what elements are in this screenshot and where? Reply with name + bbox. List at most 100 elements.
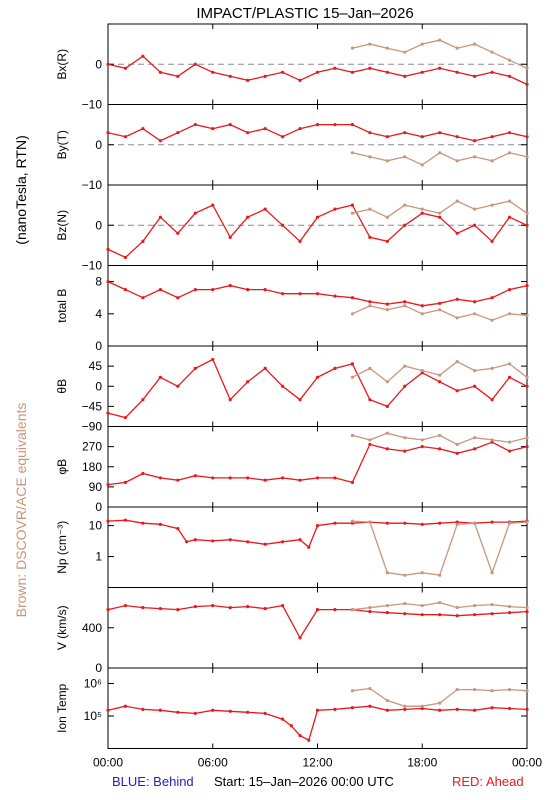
data-point-ahead — [298, 478, 302, 482]
data-point-ahead — [228, 476, 232, 480]
data-point-equivalent — [438, 308, 442, 312]
y-axis-label: By(T) — [55, 130, 69, 159]
y-tick-label: 270 — [82, 440, 102, 454]
data-point-ahead — [403, 449, 407, 453]
y-axis-label: θB — [55, 379, 69, 394]
data-point-equivalent — [420, 571, 424, 575]
data-point-ahead — [350, 70, 355, 74]
data-point-equivalent — [420, 207, 424, 211]
data-point-equivalent — [473, 207, 477, 211]
data-point-ahead — [176, 131, 180, 135]
data-point-equivalent — [507, 151, 512, 155]
data-point-ahead — [385, 447, 389, 451]
data-point-equivalent — [385, 571, 389, 575]
data-point-ahead — [473, 139, 477, 143]
y-tick-label: 0 — [95, 138, 102, 152]
data-point-ahead — [350, 362, 355, 366]
data-point-ahead — [298, 292, 302, 296]
data-point-ahead — [350, 203, 355, 207]
data-point-ahead — [455, 135, 459, 139]
data-point-ahead — [123, 288, 128, 292]
data-point-ahead — [507, 706, 512, 711]
data-point-equivalent — [438, 573, 442, 577]
data-point-equivalent — [438, 211, 442, 215]
y-tick-label: 0 — [95, 661, 102, 675]
y-tick-label: 10 — [89, 519, 103, 533]
x-tick-label: 12:00 — [302, 756, 332, 770]
data-point-ahead — [106, 483, 110, 487]
y-tick-label: 180 — [82, 460, 102, 474]
data-point-equivalent — [368, 606, 372, 610]
data-point-equivalent — [490, 603, 494, 607]
y-tick-label: 8 — [95, 275, 102, 289]
data-point-ahead — [193, 605, 197, 609]
data-point-equivalent — [385, 215, 389, 219]
data-point-ahead — [420, 371, 424, 375]
data-point-ahead — [490, 398, 494, 402]
data-point-ahead — [315, 708, 320, 712]
data-point-equivalent — [490, 571, 494, 575]
data-point-ahead — [263, 127, 267, 131]
data-point-ahead — [141, 239, 145, 243]
data-point-ahead — [490, 70, 494, 74]
data-point-equivalent — [403, 155, 407, 159]
data-point-ahead — [315, 375, 320, 379]
data-point-ahead — [438, 521, 442, 525]
data-point-ahead — [438, 708, 442, 712]
data-point-equivalent — [455, 687, 459, 692]
data-point-equivalent — [507, 199, 512, 203]
data-point-equivalent — [455, 442, 459, 446]
data-point-ahead — [123, 604, 128, 608]
data-point-ahead — [403, 521, 407, 525]
data-point-ahead — [228, 398, 232, 402]
data-point-ahead — [473, 708, 477, 712]
data-point-ahead — [490, 135, 494, 139]
data-point-ahead — [333, 707, 337, 711]
data-point-ahead — [385, 404, 389, 408]
data-point-equivalent — [368, 304, 372, 308]
data-point-ahead — [455, 520, 459, 524]
data-point-ahead — [280, 292, 285, 296]
data-point-equivalent — [473, 521, 477, 525]
data-point-equivalent — [525, 155, 529, 159]
data-point-ahead — [280, 223, 285, 227]
x-tick-label: 06:00 — [198, 756, 228, 770]
data-point-equivalent — [403, 436, 407, 440]
data-point-ahead — [141, 296, 145, 300]
data-point-ahead — [403, 223, 407, 227]
data-point-equivalent — [473, 604, 477, 608]
data-point-ahead — [507, 375, 512, 379]
data-point-equivalent — [525, 211, 529, 215]
data-point-ahead — [193, 711, 197, 716]
data-point-ahead — [158, 476, 162, 480]
y-tick-label: −10 — [82, 178, 103, 192]
data-point-equivalent — [507, 521, 512, 525]
data-point-equivalent — [455, 606, 459, 610]
data-point-ahead — [263, 288, 267, 292]
data-point-ahead — [368, 704, 372, 708]
data-point-ahead — [403, 300, 407, 304]
panel-By: −10 0 By(T) — [55, 104, 529, 192]
data-point-equivalent — [438, 600, 442, 605]
data-point-equivalent — [403, 304, 407, 308]
data-point-ahead — [333, 366, 337, 370]
data-point-ahead — [420, 613, 424, 617]
data-point-ahead — [490, 296, 494, 300]
data-point-ahead — [368, 131, 372, 135]
data-point-ahead — [211, 288, 215, 292]
data-point-ahead — [455, 231, 459, 235]
data-point-ahead — [368, 66, 372, 70]
data-point-ahead — [298, 398, 302, 402]
data-point-equivalent — [385, 308, 389, 312]
data-point-ahead — [106, 247, 110, 251]
data-point-ahead — [403, 612, 407, 616]
data-point-equivalent — [455, 199, 459, 203]
data-point-ahead — [420, 211, 424, 215]
data-point-equivalent — [525, 520, 529, 524]
data-point-ahead — [211, 70, 215, 74]
data-point-ahead — [123, 66, 128, 70]
data-point-equivalent — [385, 380, 389, 384]
data-point-ahead — [315, 608, 320, 612]
data-point-equivalent — [368, 520, 372, 524]
